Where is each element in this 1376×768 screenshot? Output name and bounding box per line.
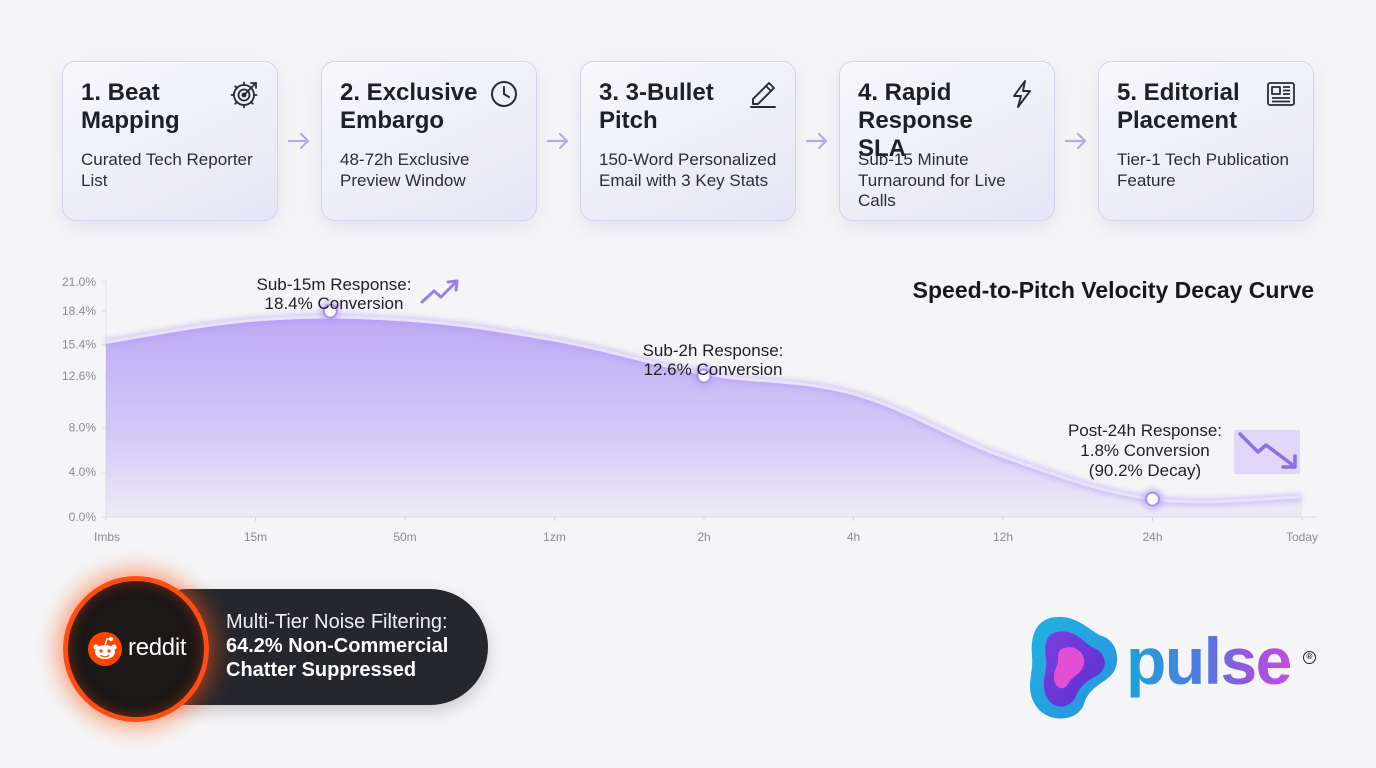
y-tick-label: 0.0% [69, 510, 97, 524]
data-label: Sub-2h Response: [643, 341, 784, 360]
step-card-3: 3. 3-Bullet Pitch 150-Word Personalized … [580, 61, 796, 221]
arrow-right-icon [805, 131, 829, 151]
step-description: 150-Word Personalized Email with 3 Key S… [599, 150, 777, 190]
chart-title: Speed-to-Pitch Velocity Decay Curve [912, 277, 1314, 303]
step-title: 4. Rapid Response SLA [858, 79, 973, 162]
pulse-logo-mark [1028, 614, 1120, 722]
x-tick-label: 4h [847, 530, 860, 544]
data-label: 12.6% Conversion [644, 360, 783, 379]
callout-line-2: 64.2% Non-Commercial [226, 635, 449, 657]
reddit-alien-icon [87, 631, 123, 667]
process-steps: 1. Beat Mapping Curated Tech Reporter Li… [62, 61, 1314, 221]
callout-text: Multi-Tier Noise Filtering: 64.2% Non-Co… [226, 610, 476, 682]
step-title: 5. Editorial Placement [1117, 79, 1240, 134]
x-tick-label: 15m [244, 530, 267, 544]
data-label: Post-24h Response: [1068, 421, 1222, 440]
data-point [1145, 491, 1160, 507]
target-gear-icon [229, 78, 261, 110]
step-card-1: 1. Beat Mapping Curated Tech Reporter Li… [62, 61, 278, 221]
trend-up-icon [420, 279, 459, 304]
area-fill [106, 317, 1302, 517]
trend-down-icon [1234, 430, 1300, 474]
step-title: 2. Exclusive Embargo [340, 79, 478, 134]
reddit-wordmark: reddit [128, 634, 187, 661]
callout-line-3: Chatter Suppressed [226, 659, 417, 681]
step-card-5: 5. Editorial Placement Tier-1 Tech Publi… [1098, 61, 1314, 221]
x-tick-label: 1zm [543, 530, 566, 544]
data-label: 1.8% Conversion [1080, 441, 1209, 460]
y-tick-label: 8.0% [69, 420, 97, 434]
newspaper-icon [1265, 78, 1297, 110]
registered-mark: ® [1303, 651, 1316, 664]
arrow-right-icon [287, 131, 311, 151]
x-tick-label: Today [1286, 530, 1318, 544]
step-description: 48-72h Exclusive Preview Window [340, 150, 470, 190]
step-title: 3. 3-Bullet Pitch [599, 79, 714, 134]
x-tick-label: 12h [993, 530, 1013, 544]
y-tick-label: 12.6% [62, 369, 96, 383]
step-card-4: 4. Rapid Response SLA Sub-15 Minute Turn… [839, 61, 1055, 221]
arrow-right-icon [546, 131, 570, 151]
clock-icon [488, 78, 520, 110]
step-description: Tier-1 Tech Publication Feature [1117, 150, 1289, 190]
pencil-icon [747, 78, 779, 110]
step-description: Sub-15 Minute Turnaround for Live Calls [858, 150, 1006, 210]
x-tick-label: 50m [393, 530, 416, 544]
y-tick-label: 15.4% [62, 338, 96, 352]
data-label: 18.4% Conversion [265, 294, 404, 313]
y-tick-label: 21.0% [62, 275, 96, 289]
step-description: Curated Tech Reporter List [81, 150, 253, 190]
arrow-right-icon [1064, 131, 1088, 151]
step-title: 1. Beat Mapping [81, 79, 180, 134]
lightning-icon [1006, 78, 1038, 110]
reddit-badge: reddit [63, 576, 209, 722]
data-point [696, 368, 712, 384]
x-tick-label: 24h [1142, 530, 1162, 544]
y-tick-label: 4.0% [69, 465, 97, 479]
step-card-2: 2. Exclusive Embargo 48-72h Exclusive Pr… [321, 61, 537, 221]
callout-line-1: Multi-Tier Noise Filtering: [226, 611, 448, 633]
y-tick-label: 18.4% [62, 304, 96, 318]
pulse-wordmark: pulse [1126, 624, 1292, 698]
data-label: (90.2% Decay) [1089, 461, 1201, 480]
x-tick-label: 2h [697, 530, 710, 544]
data-label: Sub-15m Response: [257, 275, 412, 294]
x-tick-label: Imbs [94, 530, 120, 544]
data-point [322, 303, 338, 319]
